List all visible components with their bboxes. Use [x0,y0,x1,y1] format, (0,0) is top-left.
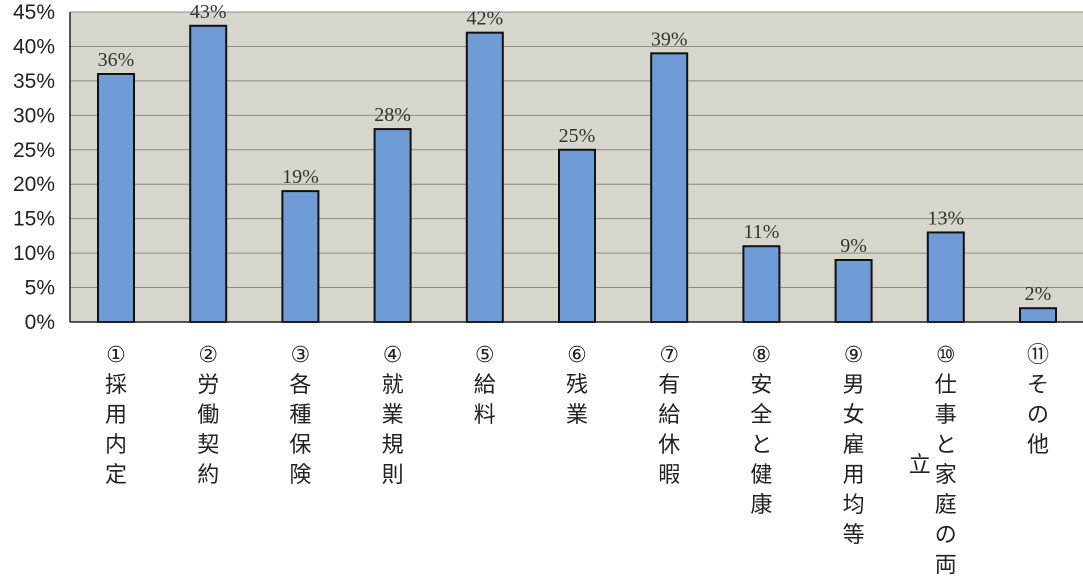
y-tick-label: 5% [25,277,55,300]
x-category-label: 両 [935,553,957,578]
x-category-label: 保 [289,433,311,458]
x-category-label: 契 [197,433,219,458]
x-category-label: 女 [843,403,865,428]
x-category-label: 男 [843,373,865,398]
x-category-label: 険 [289,463,311,488]
bar [465,31,504,324]
bar [97,73,135,323]
x-category-label: と [935,433,957,458]
x-category-label: 暇 [658,463,680,488]
y-tick-label: 45% [13,1,55,24]
x-category-label: ② [198,343,218,368]
data-label: 13% [927,207,964,229]
x-category-label: ⑦ [659,343,679,368]
x-category-label: ⑨ [844,343,864,368]
y-tick-label: 15% [13,208,55,231]
data-label: 9% [840,235,867,257]
x-category-label: ⑤ [475,343,495,368]
x-category-label: 働 [197,403,219,428]
x-category-label: 康 [750,493,772,518]
bar [189,24,228,324]
x-category-label: 労 [197,373,219,398]
x-category-label: 庭 [935,493,957,518]
x-category-label: そ [1027,373,1049,398]
x-category-label: 家 [935,463,957,488]
x-category-label: 事 [935,403,957,428]
y-tick-label: 35% [13,70,55,93]
x-category-label: ④ [383,343,403,368]
x-category-label: ⑪ [1027,343,1049,368]
data-label: 39% [651,28,688,50]
bar [281,190,320,323]
x-category-label: 採 [105,373,127,398]
y-axis-ticks: 0% 5% 10% 15% 20% 25% 30% 35% 40% 45% [13,1,55,334]
x-category-label: 業 [566,403,588,428]
x-category-label: と [750,433,772,458]
y-tick-label: 20% [13,173,55,196]
x-category-label: 定 [105,463,127,488]
x-category-label: 約 [197,463,219,488]
x-category-label: 立 [909,453,931,478]
data-label: 25% [559,125,596,147]
x-category-label: 規 [382,433,404,458]
x-category-label: 内 [105,433,127,458]
x-category-label: 休 [658,433,680,458]
x-category-label: 用 [843,463,865,488]
y-tick-label: 10% [13,242,55,265]
x-category-label: 各 [289,373,311,398]
y-tick-label: 30% [13,104,55,127]
x-category-label: 就 [382,373,404,398]
data-label: 42% [466,8,503,30]
data-label: 2% [1025,283,1052,305]
x-category-label: 等 [843,523,865,548]
x-category-label: ① [106,343,126,368]
x-category-label: 雇 [843,433,865,458]
x-category-label: 健 [750,463,772,488]
x-category-label: 給 [474,373,496,398]
x-category-label: 業 [382,403,404,428]
x-category-label: 残 [566,373,588,398]
x-category-label: の [1027,403,1049,428]
data-label: 11% [743,221,779,243]
x-category-label: 全 [750,403,772,428]
bar [558,148,596,323]
x-category-label: 仕 [935,373,957,398]
x-category-label: 均 [843,493,865,518]
x-category-label: の [935,523,957,548]
x-category-label: ⑥ [567,343,587,368]
x-category-label: 則 [382,463,404,488]
data-label: 43% [190,1,227,23]
x-category-label: 種 [289,403,311,428]
x-category-label: 他 [1027,433,1049,458]
bars [97,24,1057,324]
y-tick-label: 40% [13,35,55,58]
x-category-label: 料 [474,403,496,428]
bar [834,259,873,323]
x-category-label: ⑧ [752,343,772,368]
data-label: 19% [282,166,319,188]
x-category-label: 安 [750,373,772,398]
x-category-label: 用 [105,403,127,428]
data-label: 28% [374,104,411,126]
bar [926,231,965,323]
bar [650,52,689,323]
x-category-label: 有 [658,373,680,398]
bar [742,245,781,324]
x-category-label: ⑩ [936,343,956,368]
y-tick-label: 0% [25,311,55,334]
y-tick-label: 25% [13,139,55,162]
data-label: 36% [98,49,135,71]
bar [1019,307,1057,324]
x-category-label: 給 [658,403,680,428]
x-category-label: ③ [291,343,311,368]
x-axis-category-labels: ①採用内定②労働契約③各種保険④就業規則⑤給料⑥残業⑦有給休暇⑧安全と健康⑨男女… [105,343,1049,578]
data-labels: 36% 43% 19% 28% 42% 25% 39% 11% 9% 13% 2% [98,1,1052,305]
bar [373,128,412,323]
